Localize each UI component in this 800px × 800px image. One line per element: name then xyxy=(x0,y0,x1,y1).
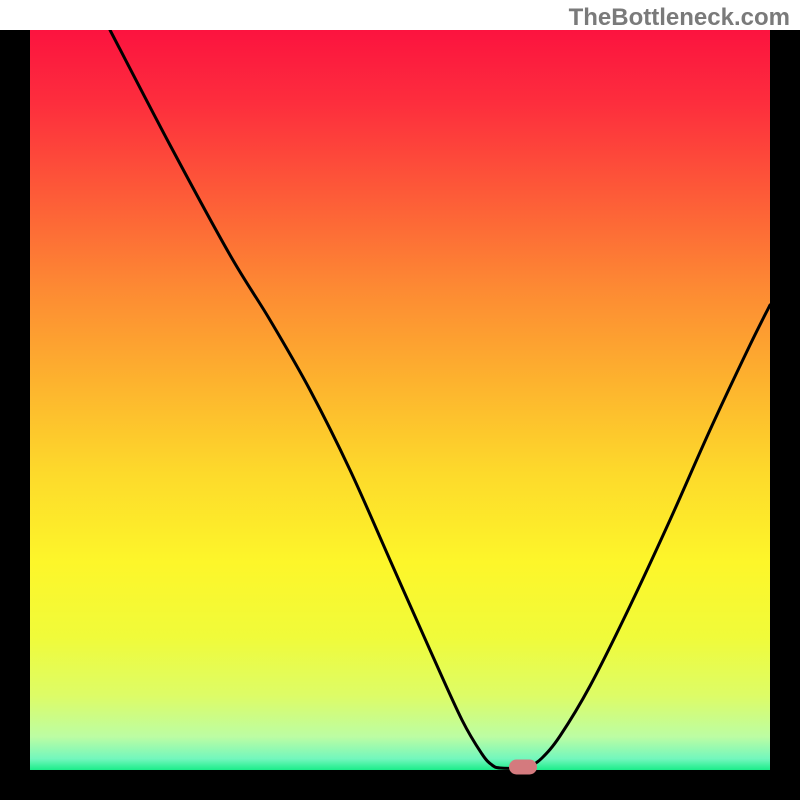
chart-container: TheBottleneck.com xyxy=(0,0,800,800)
optimum-marker xyxy=(509,760,537,775)
watermark-text: TheBottleneck.com xyxy=(569,4,790,32)
plot-area xyxy=(30,30,770,770)
bottleneck-curve xyxy=(30,30,770,770)
chart-frame xyxy=(0,30,800,800)
